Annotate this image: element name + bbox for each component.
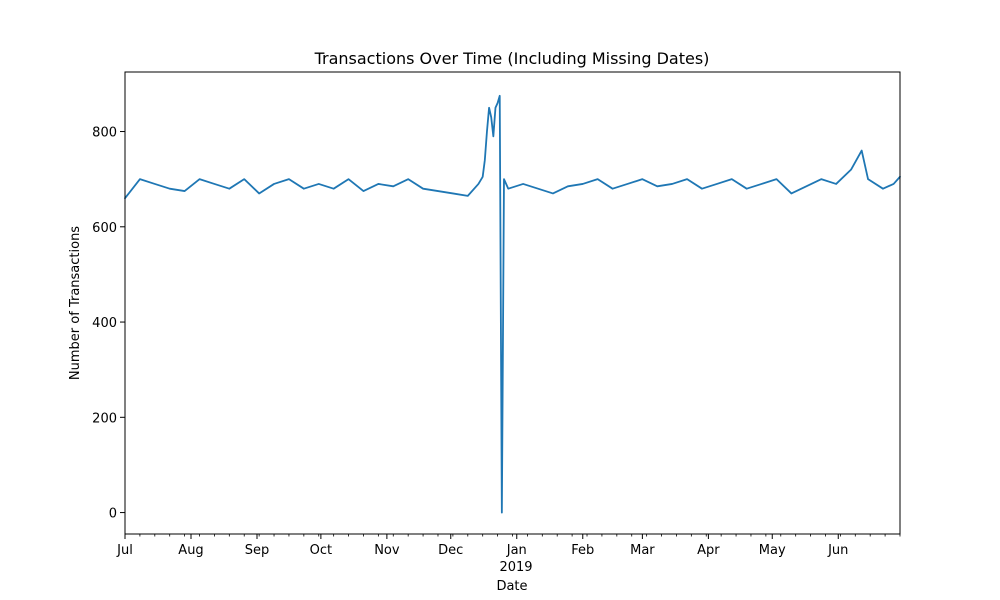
- x-tick-label: May: [759, 543, 786, 558]
- x-tick-label: Apr: [697, 543, 720, 558]
- x-tick-label: Aug: [178, 543, 203, 558]
- y-axis-title: Number of Transactions: [68, 226, 83, 380]
- x-axis: Jul Aug Sep Oct Nov Dec Jan Feb Mar Apr May Jun: [116, 534, 901, 558]
- x-year-label: 2019: [499, 560, 532, 575]
- x-axis-title: Date: [496, 579, 527, 594]
- x-tick-label: Sep: [245, 543, 270, 558]
- y-tick-label: 600: [92, 221, 117, 236]
- x-tick-label: Jan: [506, 543, 527, 558]
- y-tick-label: 0: [109, 507, 117, 522]
- x-tick-label: Jul: [116, 543, 133, 558]
- x-tick-label: Feb: [571, 543, 594, 558]
- plot-area: [124, 94, 901, 514]
- chart-title: Transactions Over Time (Including Missin…: [314, 49, 710, 68]
- x-tick-label: Oct: [310, 543, 332, 558]
- transactions-series-line: [124, 94, 901, 514]
- y-axis: 0 200 400 600 800: [92, 126, 125, 522]
- x-tick-label: Mar: [630, 543, 655, 558]
- x-tick-label: Dec: [438, 543, 463, 558]
- y-tick-label: 400: [92, 316, 117, 331]
- x-tick-label: Nov: [374, 543, 400, 558]
- y-tick-label: 200: [92, 411, 117, 426]
- y-tick-label: 800: [92, 126, 117, 141]
- x-tick-label: Jun: [827, 543, 848, 558]
